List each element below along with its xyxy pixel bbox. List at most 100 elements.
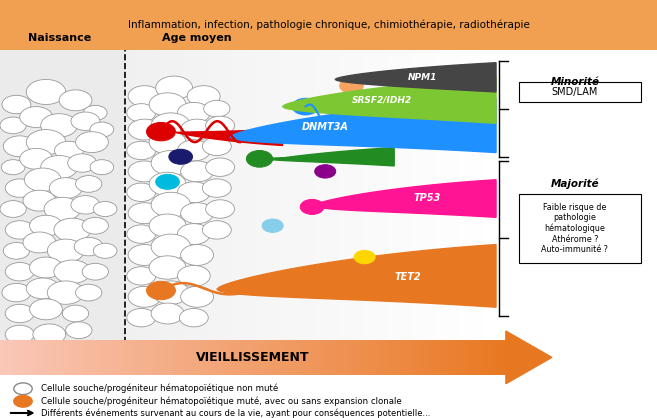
Circle shape	[149, 93, 186, 116]
Circle shape	[156, 174, 179, 189]
Circle shape	[47, 281, 84, 304]
Circle shape	[30, 299, 62, 320]
Circle shape	[49, 178, 82, 199]
FancyBboxPatch shape	[519, 194, 641, 263]
Circle shape	[33, 324, 66, 345]
Circle shape	[59, 90, 92, 111]
Circle shape	[127, 141, 156, 160]
FancyBboxPatch shape	[519, 82, 641, 102]
Circle shape	[55, 141, 83, 160]
Circle shape	[44, 197, 81, 221]
Circle shape	[90, 160, 114, 175]
Circle shape	[82, 217, 108, 234]
Circle shape	[202, 221, 231, 239]
Circle shape	[128, 161, 161, 182]
Text: Différents événements survenant au cours de la vie, ayant pour conséquences pote: Différents événements survenant au cours…	[41, 408, 430, 418]
Circle shape	[128, 119, 161, 140]
Circle shape	[127, 225, 156, 243]
Circle shape	[151, 113, 191, 138]
Text: Naissance: Naissance	[28, 33, 91, 43]
Circle shape	[147, 122, 175, 141]
FancyBboxPatch shape	[0, 50, 125, 343]
Text: TET2: TET2	[394, 272, 421, 282]
Circle shape	[354, 250, 375, 264]
Circle shape	[82, 263, 108, 280]
Circle shape	[149, 130, 186, 154]
Circle shape	[76, 176, 102, 192]
Circle shape	[181, 286, 214, 307]
Polygon shape	[335, 63, 496, 92]
Circle shape	[76, 132, 108, 153]
Circle shape	[204, 100, 230, 117]
Circle shape	[262, 219, 283, 232]
Polygon shape	[230, 98, 496, 153]
Text: Minorité: Minorité	[551, 76, 599, 87]
Circle shape	[181, 119, 214, 140]
Circle shape	[206, 158, 235, 176]
Circle shape	[14, 395, 32, 407]
Circle shape	[181, 161, 214, 182]
Circle shape	[3, 242, 30, 259]
Circle shape	[300, 199, 324, 214]
Circle shape	[340, 78, 363, 93]
Text: Faible risque de
pathologie
hématologique
Athérome ?
Auto-immunité ?: Faible risque de pathologie hématologiqu…	[541, 203, 608, 254]
Circle shape	[54, 260, 91, 283]
Circle shape	[41, 114, 78, 137]
Text: Majorité: Majorité	[551, 178, 599, 189]
Polygon shape	[273, 148, 394, 166]
Circle shape	[90, 122, 114, 137]
Circle shape	[292, 98, 319, 115]
Circle shape	[5, 304, 34, 323]
Circle shape	[202, 179, 231, 197]
Circle shape	[149, 214, 186, 237]
Circle shape	[24, 168, 61, 191]
Circle shape	[2, 283, 31, 302]
Circle shape	[5, 179, 34, 197]
Circle shape	[206, 200, 235, 218]
Circle shape	[147, 281, 175, 300]
Circle shape	[66, 322, 92, 339]
Circle shape	[93, 243, 117, 258]
Text: Cellule souche/progéniteur hématopoïétique muté, avec ou sans expansion clonale: Cellule souche/progéniteur hématopoïétiq…	[41, 397, 401, 406]
Circle shape	[202, 137, 231, 155]
Circle shape	[151, 192, 191, 217]
Circle shape	[71, 112, 100, 130]
Circle shape	[177, 224, 210, 245]
Polygon shape	[283, 77, 496, 123]
Circle shape	[128, 245, 161, 265]
Circle shape	[181, 245, 214, 265]
Circle shape	[93, 201, 117, 217]
Circle shape	[151, 150, 191, 176]
FancyBboxPatch shape	[0, 0, 657, 50]
Circle shape	[128, 286, 161, 307]
Circle shape	[3, 136, 36, 157]
Circle shape	[127, 267, 156, 285]
Circle shape	[169, 149, 193, 164]
Circle shape	[20, 107, 53, 127]
Circle shape	[128, 203, 161, 224]
Circle shape	[179, 308, 208, 327]
Text: DNMT3A: DNMT3A	[302, 122, 349, 133]
Circle shape	[5, 221, 34, 239]
Circle shape	[149, 172, 186, 196]
Circle shape	[127, 308, 156, 327]
Circle shape	[26, 130, 66, 155]
Circle shape	[68, 154, 97, 172]
Circle shape	[177, 140, 210, 161]
Text: NPM1: NPM1	[407, 73, 437, 82]
Text: TP53: TP53	[414, 193, 441, 203]
Circle shape	[23, 232, 56, 253]
Circle shape	[187, 86, 220, 107]
Circle shape	[177, 265, 210, 286]
Circle shape	[127, 183, 156, 201]
Text: Age moyen: Age moyen	[162, 33, 232, 43]
Circle shape	[181, 203, 214, 224]
Polygon shape	[217, 245, 496, 307]
Circle shape	[62, 305, 89, 322]
Circle shape	[127, 104, 156, 122]
Circle shape	[2, 95, 31, 114]
Circle shape	[83, 105, 107, 120]
Circle shape	[246, 150, 273, 167]
Text: SMD/LAM: SMD/LAM	[552, 87, 598, 97]
Circle shape	[177, 102, 210, 123]
